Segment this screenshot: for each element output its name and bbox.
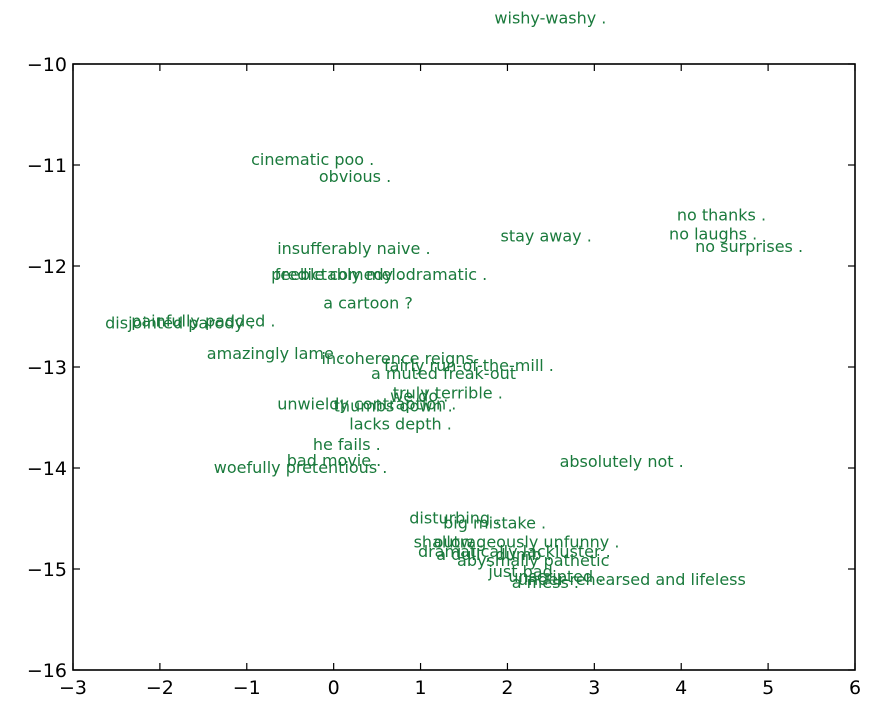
point-label: lacks depth . (349, 415, 451, 434)
x-tick-label: −3 (59, 677, 87, 699)
y-tick-label: −15 (27, 559, 67, 581)
x-tick-label: 5 (762, 677, 774, 699)
point-label: outrageously unfunny . (434, 533, 620, 552)
point-label: no thanks . (677, 206, 766, 225)
point-label: shallow . (414, 533, 484, 552)
point-label: painfully padded . (131, 312, 275, 331)
point-label: a mess . (512, 573, 579, 592)
point-label: fairly run-of-the-mill . (384, 356, 554, 375)
x-tick-label: −1 (233, 677, 261, 699)
point-label: unwieldy contraption . (277, 394, 456, 413)
point-label: predictably melodramatic . (271, 265, 487, 284)
point-label: cinematic poo . (251, 150, 374, 169)
point-label: under-rehearsed and lifeless (518, 570, 746, 589)
point-label: no surprises . (695, 237, 803, 256)
y-tick-label: −10 (27, 54, 67, 76)
point-label: a dull , dumb . (436, 545, 552, 564)
y-tick-label: −12 (27, 256, 67, 278)
x-tick-label: 3 (588, 677, 600, 699)
point-label: a cartoon ? (323, 293, 413, 312)
points-layer: wishy-washy . cinematic poo .obvious . no … (105, 9, 803, 593)
x-tick-label: −2 (146, 677, 174, 699)
x-tick-label: 0 (328, 677, 340, 699)
point-label: a muted freak-out (371, 364, 516, 383)
x-tick-label: 1 (415, 677, 427, 699)
x-tick-label: 2 (501, 677, 513, 699)
point-label: amazingly lame . (207, 344, 344, 363)
point-label: wishy-washy . (494, 9, 606, 28)
point-label: incoherence reigns (322, 349, 474, 368)
point-label: woefully pretentious . (214, 458, 388, 477)
point-label: disjointed parody . (105, 314, 254, 333)
point-label: truly terrible . (393, 383, 503, 402)
point-label: big mistake . (443, 514, 546, 533)
x-tick-label: 6 (849, 677, 861, 699)
point-label: no laughs . (669, 225, 757, 244)
point-label: obvious . (319, 167, 391, 186)
y-tick-label: −14 (27, 458, 67, 480)
y-tick-label: −13 (27, 357, 67, 379)
point-label: insufferably naive . (277, 239, 430, 258)
x-tick-label: 4 (675, 677, 687, 699)
point-label: just bad (487, 562, 552, 581)
point-label: disturbing . (409, 509, 500, 528)
point-label: stay away . (500, 227, 591, 246)
point-label: he fails . (313, 435, 381, 454)
point-label: absolutely not . (560, 452, 684, 471)
point-label: bad movie . (287, 451, 382, 470)
axes-layer: −3 −2 −1 0 1 2 3 4 5 6−10−11−12−13−14−15−16 (27, 54, 861, 699)
point-label: feeble comedy . (275, 265, 404, 284)
point-label: unscripted . (508, 567, 603, 586)
point-label: we do . (390, 386, 448, 405)
point-label: dramatically lackluster . (418, 542, 611, 561)
point-label: thumbs down . (334, 396, 453, 415)
y-tick-label: −11 (27, 155, 67, 177)
y-tick-label: −16 (27, 660, 67, 682)
point-label: abysmally pathetic (457, 551, 609, 570)
